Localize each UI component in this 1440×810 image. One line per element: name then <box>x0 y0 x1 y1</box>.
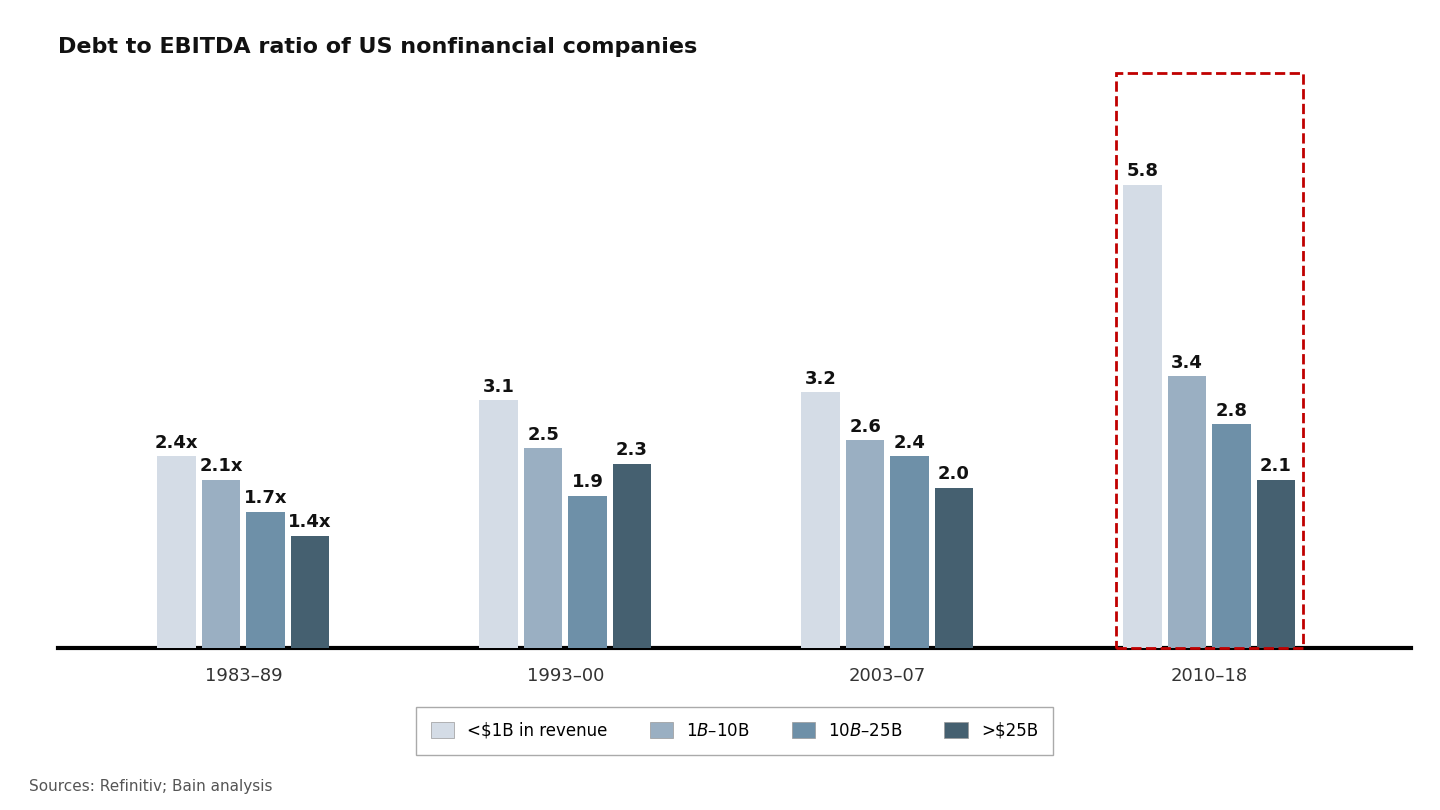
Text: 2.6: 2.6 <box>850 417 881 436</box>
Text: Sources: Refinitiv; Bain analysis: Sources: Refinitiv; Bain analysis <box>29 778 272 794</box>
Bar <box>157 456 196 648</box>
Bar <box>202 480 240 648</box>
Bar <box>246 512 285 648</box>
Bar <box>569 497 606 648</box>
Bar <box>480 400 518 648</box>
Bar <box>1212 424 1251 648</box>
Text: 2.5: 2.5 <box>527 425 559 444</box>
Text: 2.1x: 2.1x <box>199 458 243 475</box>
Text: 2.4: 2.4 <box>894 433 926 451</box>
Bar <box>291 536 330 648</box>
Text: 2.0: 2.0 <box>937 466 971 484</box>
Bar <box>890 456 929 648</box>
Text: 1.9: 1.9 <box>572 473 603 492</box>
Text: Debt to EBITDA ratio of US nonfinancial companies: Debt to EBITDA ratio of US nonfinancial … <box>58 37 697 58</box>
Bar <box>845 441 884 648</box>
Text: 2.8: 2.8 <box>1215 402 1247 420</box>
Bar <box>1123 185 1162 648</box>
Text: 2.1: 2.1 <box>1260 458 1292 475</box>
Text: 1.4x: 1.4x <box>288 514 331 531</box>
Text: 3.4: 3.4 <box>1171 354 1202 372</box>
Bar <box>935 488 973 648</box>
Text: 3.2: 3.2 <box>805 369 837 388</box>
Text: 1.7x: 1.7x <box>243 489 288 507</box>
Legend: <$1B in revenue, $1B–$10B, $10B–$25B, >$25B: <$1B in revenue, $1B–$10B, $10B–$25B, >$… <box>416 706 1053 755</box>
Bar <box>524 448 563 648</box>
Bar <box>1116 73 1303 648</box>
Text: 3.1: 3.1 <box>482 377 514 395</box>
Bar <box>1257 480 1296 648</box>
Bar <box>1168 377 1207 648</box>
Text: 5.8: 5.8 <box>1126 162 1159 180</box>
Bar <box>802 392 840 648</box>
Bar <box>612 464 651 648</box>
Text: 2.3: 2.3 <box>616 441 648 459</box>
Text: 2.4x: 2.4x <box>156 433 199 451</box>
